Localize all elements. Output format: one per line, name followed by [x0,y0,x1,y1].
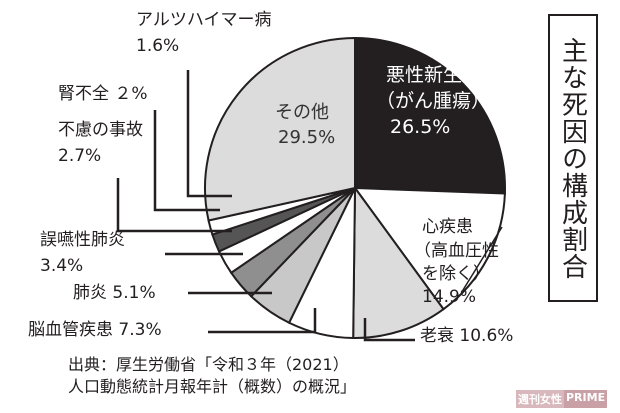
pie-slice-9 [204,36,356,222]
logo-text-2: PRIME [564,390,608,408]
source-line-2: 人口動態統計月報年計（概数）の概況」 [68,377,357,396]
label-other-name: その他 [275,102,329,123]
leader-stroke [208,308,317,334]
label-heart-name: 心疾患 [422,217,473,237]
leader-accident [116,178,232,233]
label-alzheimer-value: 1.6% [136,36,180,56]
label-aspiration-name: 誤嚥性肺炎 [40,230,125,250]
label-cancer-sub: （がん腫瘍） [376,90,491,112]
label-pneumonia: 肺炎 5.1% [73,283,156,303]
leader-kidney [153,110,220,212]
leader-lines [116,70,503,342]
label-aspiration-value: 3.4% [40,256,84,276]
label-senility: 老衰 10.6% [420,326,514,346]
label-alzheimer-name: アルツハイマー病 [136,10,272,30]
leader-alzheimer [186,70,232,198]
source-line-1: 出典：厚生労働省「令和３年（2021） [68,355,349,374]
pie-slice-0 [354,36,506,195]
logo-text-1: 週刊女性 [516,390,564,408]
label-cancer-name: 悪性新生物 [386,64,482,86]
label-stroke: 脳血管疾患 7.3% [28,320,162,340]
leader-senility [363,318,415,342]
chart-title: 主な死因の構成割合 [548,14,598,302]
label-kidney: 腎不全 ２% [58,84,148,104]
label-heart-value: 14.9% [422,287,477,307]
label-heart-sub2: を除く） [422,264,490,284]
leader-heart [462,226,503,291]
pie-slice-2 [352,184,445,339]
label-accident-name: 不慮の事故 [58,120,143,140]
logo-watermark: 週刊女性 PRIME [516,390,608,408]
label-heart-sub1: （高血圧性 [414,241,499,261]
pie-slice-1 [352,186,506,311]
label-other-value: 29.5% [278,127,336,148]
label-accident-value: 2.7% [58,146,102,166]
label-cancer-value: 26.5% [390,116,451,138]
